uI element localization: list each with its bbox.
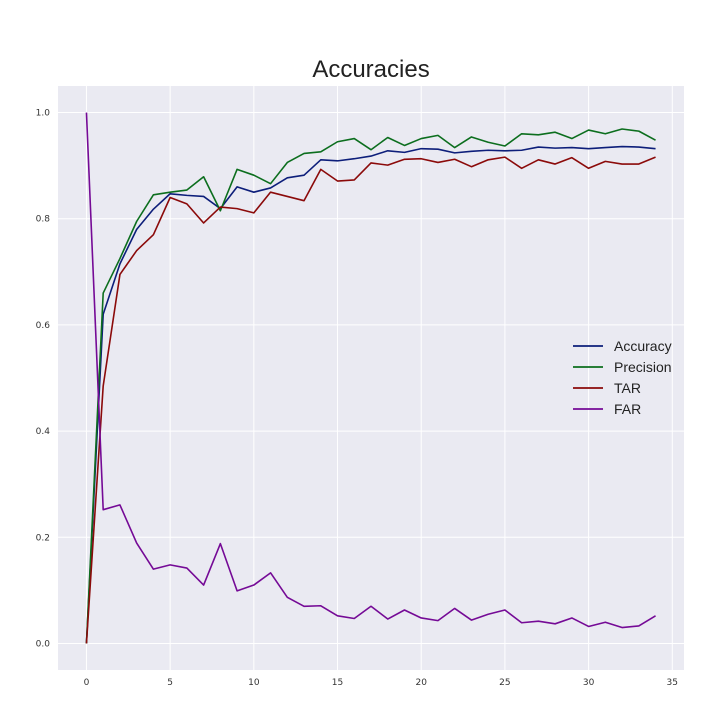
legend-label-accuracy: Accuracy	[614, 338, 672, 354]
x-tick-label: 5	[167, 678, 173, 688]
series-line-precision	[85, 128, 656, 644]
y-tick-label: 0.8	[36, 215, 51, 225]
y-tick-label: 0.2	[36, 533, 50, 543]
plot-background	[58, 86, 684, 670]
series-line-accuracy	[85, 145, 656, 644]
x-gridlines	[85, 86, 673, 670]
y-tick-label: 0.0	[36, 639, 51, 649]
legend-label-far: FAR	[614, 401, 641, 417]
x-tick-label: 10	[248, 678, 260, 688]
legend: Accuracy Precision TAR FAR	[573, 338, 672, 417]
x-tick-label: 0	[84, 678, 90, 688]
x-tick-label: 25	[499, 678, 510, 688]
x-tick-labels: 0 5 10 15 20 25 30 35	[84, 678, 678, 688]
y-tick-label: 1.0	[36, 109, 51, 119]
legend-label-precision: Precision	[614, 359, 672, 375]
x-tick-label: 30	[583, 678, 595, 688]
x-tick-label: 35	[667, 678, 678, 688]
x-tick-label: 20	[415, 678, 427, 688]
y-tick-label: 0.6	[36, 321, 51, 331]
series-line-far	[85, 112, 656, 629]
y-tick-labels: 0.0 0.2 0.4 0.6 0.8 1.0	[36, 109, 51, 650]
legend-label-tar: TAR	[614, 380, 641, 396]
series-lines	[85, 112, 656, 644]
series-line-tar	[85, 156, 656, 644]
chart-title: Accuracies	[312, 56, 430, 83]
y-tick-label: 0.4	[36, 427, 51, 437]
y-gridlines	[58, 112, 684, 644]
x-tick-label: 15	[332, 678, 343, 688]
